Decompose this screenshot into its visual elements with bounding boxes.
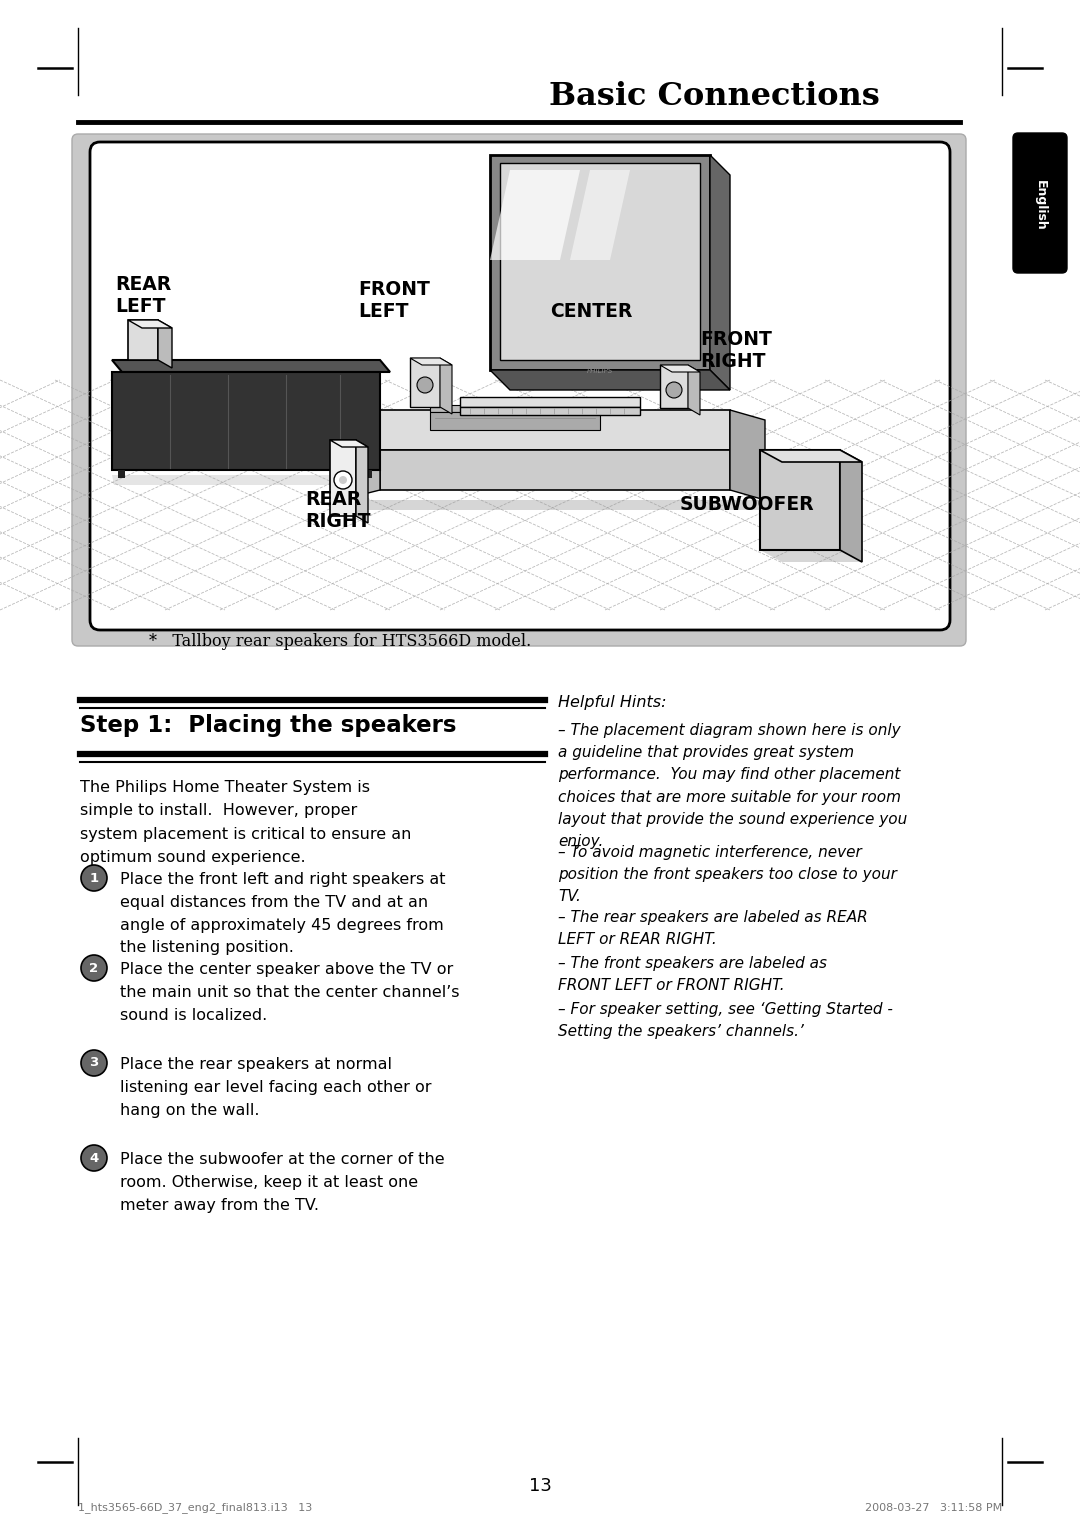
Polygon shape [760, 550, 862, 562]
Polygon shape [430, 405, 600, 411]
Text: – The rear speakers are labeled as REAR
LEFT or REAR RIGHT.: – The rear speakers are labeled as REAR … [558, 910, 867, 948]
FancyBboxPatch shape [90, 142, 950, 629]
Text: English: English [1034, 180, 1047, 230]
Text: 4: 4 [90, 1152, 98, 1164]
Polygon shape [112, 372, 380, 469]
Polygon shape [840, 450, 862, 562]
Text: 1: 1 [90, 872, 98, 884]
Text: Place the subwoofer at the corner of the
room. Otherwise, keep it at least one
m: Place the subwoofer at the corner of the… [120, 1152, 445, 1213]
Text: – For speaker setting, see ‘Getting Started -
Setting the speakers’ channels.’: – For speaker setting, see ‘Getting Star… [558, 1001, 893, 1039]
Text: PHILIPS: PHILIPS [586, 367, 613, 373]
Text: FRONT
RIGHT: FRONT RIGHT [700, 331, 772, 370]
Polygon shape [340, 410, 380, 500]
Text: 3: 3 [90, 1056, 98, 1070]
Circle shape [334, 471, 352, 489]
Polygon shape [410, 358, 453, 366]
Text: Helpful Hints:: Helpful Hints: [558, 695, 666, 710]
Polygon shape [410, 358, 440, 407]
Polygon shape [490, 155, 710, 370]
Circle shape [81, 866, 107, 892]
Text: CENTER: CENTER [550, 302, 633, 322]
Polygon shape [112, 475, 392, 485]
Polygon shape [129, 320, 172, 328]
Polygon shape [490, 171, 580, 261]
Polygon shape [440, 358, 453, 415]
Text: The Philips Home Theater System is
simple to install.  However, proper
system pl: The Philips Home Theater System is simpl… [80, 780, 411, 866]
Text: *   Tallboy rear speakers for HTS3566D model.: * Tallboy rear speakers for HTS3566D mod… [149, 632, 531, 651]
Polygon shape [112, 360, 390, 372]
Polygon shape [365, 469, 372, 479]
Text: – The placement diagram shown here is only
a guideline that provides great syste: – The placement diagram shown here is on… [558, 722, 907, 849]
Polygon shape [490, 370, 730, 390]
Text: Basic Connections: Basic Connections [549, 81, 880, 111]
Polygon shape [340, 500, 765, 511]
Polygon shape [760, 450, 862, 462]
Polygon shape [460, 396, 640, 407]
Circle shape [417, 376, 433, 393]
Circle shape [666, 383, 681, 398]
Polygon shape [129, 320, 158, 360]
Polygon shape [760, 450, 840, 550]
Polygon shape [500, 163, 700, 360]
Polygon shape [330, 440, 368, 447]
Text: – The front speakers are labeled as
FRONT LEFT or FRONT RIGHT.: – The front speakers are labeled as FRON… [558, 956, 827, 994]
Text: Place the center speaker above the TV or
the main unit so that the center channe: Place the center speaker above the TV or… [120, 962, 459, 1023]
Text: 13: 13 [528, 1477, 552, 1495]
Polygon shape [380, 410, 730, 450]
Polygon shape [688, 366, 700, 415]
Polygon shape [380, 450, 730, 491]
Polygon shape [356, 440, 368, 523]
Polygon shape [710, 155, 730, 390]
Polygon shape [330, 440, 356, 517]
Circle shape [81, 1145, 107, 1170]
Text: 2: 2 [90, 962, 98, 974]
Polygon shape [660, 366, 688, 408]
Text: Place the front left and right speakers at
equal distances from the TV and at an: Place the front left and right speakers … [120, 872, 446, 956]
Text: SUBWOOFER: SUBWOOFER [680, 495, 814, 514]
FancyBboxPatch shape [1013, 133, 1067, 273]
Text: 1_hts3565-66D_37_eng2_final813.i13   13: 1_hts3565-66D_37_eng2_final813.i13 13 [78, 1503, 312, 1513]
Text: 2008-03-27   3:11:58 PM: 2008-03-27 3:11:58 PM [865, 1503, 1002, 1513]
Circle shape [339, 475, 347, 485]
Circle shape [81, 956, 107, 981]
Polygon shape [430, 411, 600, 430]
FancyBboxPatch shape [72, 134, 966, 646]
Text: Step 1:  Placing the speakers: Step 1: Placing the speakers [80, 715, 457, 738]
Text: REAR
RIGHT: REAR RIGHT [305, 491, 370, 530]
Circle shape [81, 1050, 107, 1076]
Polygon shape [460, 407, 640, 415]
Text: FRONT
LEFT: FRONT LEFT [357, 280, 430, 322]
Polygon shape [118, 469, 125, 479]
Polygon shape [158, 320, 172, 367]
Text: REAR
LEFT: REAR LEFT [114, 274, 172, 315]
Text: – To avoid magnetic interference, never
position the front speakers too close to: – To avoid magnetic interference, never … [558, 844, 896, 904]
Polygon shape [660, 366, 700, 372]
Polygon shape [570, 171, 630, 261]
Text: Place the rear speakers at normal
listening ear level facing each other or
hang : Place the rear speakers at normal listen… [120, 1058, 432, 1117]
Polygon shape [730, 410, 765, 500]
